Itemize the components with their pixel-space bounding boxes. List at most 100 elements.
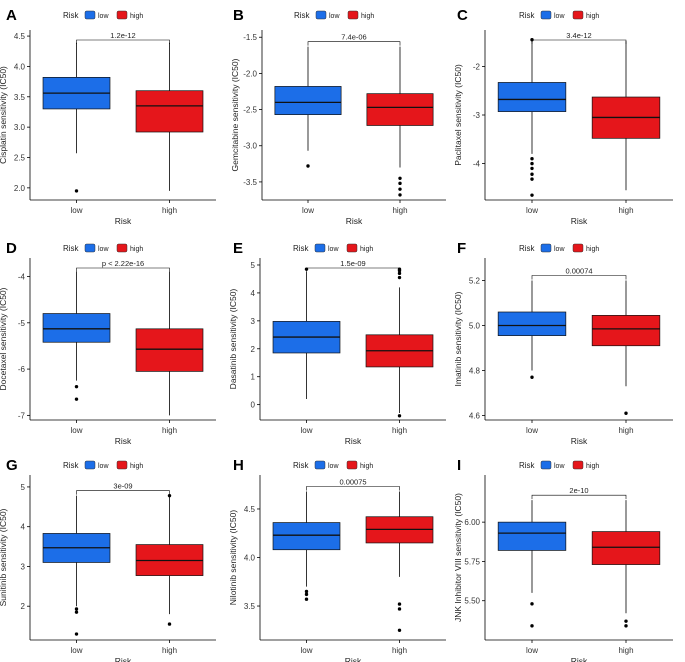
panel-letter: C <box>457 7 468 24</box>
significance-bracket <box>76 267 170 272</box>
panel-letter: A <box>6 7 17 24</box>
x-axis-title: Risk <box>571 656 588 662</box>
outlier-point-low <box>306 164 310 168</box>
x-axis-title: Risk <box>346 216 363 226</box>
box-high <box>366 93 434 126</box>
box-low <box>497 311 567 336</box>
y-tick-label: 5 <box>21 483 26 492</box>
x-tick-label: high <box>618 206 633 215</box>
outlier-point-high <box>398 181 402 186</box>
outlier-point-high <box>624 624 628 628</box>
panel-letter: D <box>6 240 17 257</box>
box-high <box>591 531 661 565</box>
y-tick-label: -3.5 <box>243 178 257 187</box>
box-high <box>591 315 661 347</box>
box-low <box>497 521 567 551</box>
legend-key-low <box>84 10 96 20</box>
significance-bracket <box>306 267 400 272</box>
y-tick-label: 4.0 <box>244 554 256 563</box>
legend-label-low: low <box>554 463 565 470</box>
x-axis-title: Risk <box>115 436 132 446</box>
y-tick-label: 5.2 <box>469 277 481 286</box>
y-tick-label: -2 <box>473 62 481 71</box>
legend-label-low: low <box>554 246 565 253</box>
legend-label-high: high <box>130 13 143 20</box>
legend-key-low <box>540 243 552 253</box>
legend-key-low <box>540 460 552 470</box>
legend-key-high <box>347 10 359 20</box>
legend-key-high <box>572 10 584 20</box>
outlier-point-low <box>530 166 534 171</box>
legend-title: Risk <box>294 11 311 20</box>
panel-letter: H <box>233 457 244 474</box>
legend-key-high <box>572 460 584 470</box>
legend-key-high <box>346 460 358 470</box>
legend-title: Risk <box>63 461 80 470</box>
x-tick-label: low <box>300 646 312 655</box>
x-tick-label: low <box>526 206 538 215</box>
y-tick-label: -3.0 <box>243 142 257 151</box>
outlier-point-low <box>304 592 309 597</box>
significance-bracket <box>531 275 627 280</box>
y-tick-label: 4 <box>251 289 256 298</box>
p-value-label: 1.2e-12 <box>110 31 135 40</box>
outlier-point-high <box>624 619 628 623</box>
legend-key-high <box>116 243 128 253</box>
legend-label-high: high <box>586 463 599 470</box>
legend-label-high: high <box>586 246 599 253</box>
legend-key-high <box>346 243 358 253</box>
legend-key-high <box>116 460 128 470</box>
legend-label-high: high <box>360 246 373 253</box>
legend-key-low <box>315 10 327 20</box>
x-tick-label: low <box>70 206 82 215</box>
y-tick-label: 4.8 <box>469 367 481 376</box>
outlier-point-high <box>398 187 402 191</box>
y-tick-label: 3.0 <box>14 123 26 132</box>
chart-panel-b: B Risk low high -3.5 -3.0 -2.5 -2.0 -1.5 low high R… <box>230 7 446 226</box>
y-tick-label: 5.50 <box>464 597 480 606</box>
outlier-point-low <box>530 172 534 176</box>
x-axis-title: Risk <box>115 216 132 226</box>
y-tick-label: -6 <box>18 365 26 374</box>
outlier-point-high <box>397 275 402 280</box>
y-tick-label: -1.5 <box>243 33 257 42</box>
y-axis-title: Imatinib sensitivity (IC50) <box>453 291 463 386</box>
outlier-point-low <box>530 375 534 379</box>
p-value-label: 3.4e-12 <box>566 31 591 40</box>
p-value-label: p < 2.22e-16 <box>102 259 144 268</box>
p-value-label: 2e-10 <box>569 486 588 495</box>
outlier-point-high <box>397 414 402 418</box>
x-tick-label: high <box>618 426 633 435</box>
chart-panel-f: F Risk low high 4.6 4.8 5.0 5.2 low high Risk Imati… <box>453 240 673 446</box>
x-tick-label: high <box>162 206 177 215</box>
chart-panel-d: D Risk low high -7 -6 -5 -4 low high Risk Docetaxel… <box>0 240 216 446</box>
outlier-point-high <box>398 193 402 197</box>
panel-letter: B <box>233 7 244 24</box>
y-tick-label: -4 <box>473 160 481 169</box>
y-tick-label: 5.75 <box>464 557 480 566</box>
legend-title: Risk <box>519 244 536 253</box>
box-high <box>135 90 204 133</box>
y-tick-label: 2.0 <box>14 184 26 193</box>
outlier-point-low <box>304 589 309 594</box>
x-tick-label: high <box>392 206 407 215</box>
chart-panel-i: I Risk low high 5.50 5.75 6.00 low high Risk JNK I… <box>453 457 673 662</box>
y-tick-label: 4.6 <box>469 412 481 421</box>
legend-title: Risk <box>293 461 310 470</box>
y-tick-label: -3 <box>473 111 481 120</box>
box-low <box>42 313 111 343</box>
legend-label-high: high <box>130 463 143 470</box>
legend-label-high: high <box>361 13 374 20</box>
x-tick-label: high <box>162 646 177 655</box>
outlier-point-low <box>74 189 79 193</box>
y-tick-label: 2 <box>21 602 26 611</box>
y-tick-label: 5.0 <box>469 322 481 331</box>
legend-label-low: low <box>98 463 109 470</box>
box-low <box>497 82 567 112</box>
p-value-label: 0.00075 <box>339 478 366 487</box>
legend-label-low: low <box>328 246 339 253</box>
legend-label-high: high <box>360 463 373 470</box>
y-tick-label: -4 <box>18 273 26 282</box>
outlier-point-low <box>74 610 79 614</box>
